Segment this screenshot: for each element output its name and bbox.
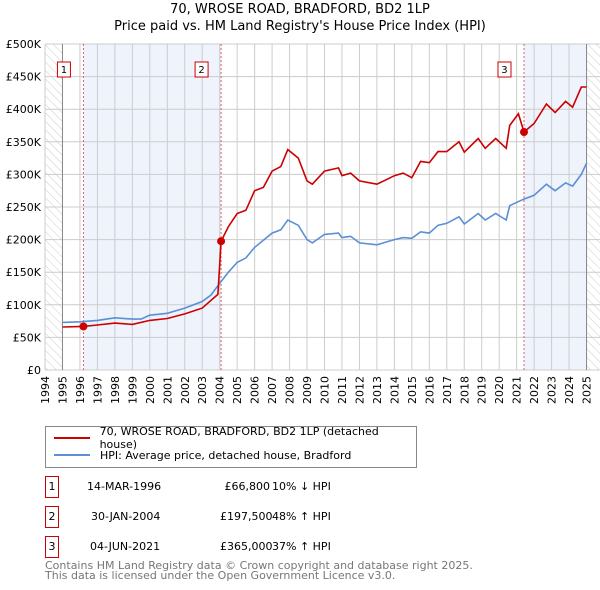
x-tick-label: 2020 — [493, 376, 506, 404]
sale-marker-box — [56, 61, 71, 78]
legend-item-property: 70, WROSE ROAD, BRADFORD, BD2 1LP (detac… — [54, 425, 416, 451]
x-tick-label: 2025 — [581, 376, 594, 404]
series-line-hpi — [62, 162, 588, 324]
x-tick-label: 2024 — [563, 376, 576, 404]
legend: 70, WROSE ROAD, BRADFORD, BD2 1LP (detac… — [45, 425, 417, 468]
x-tick-label: 2011 — [336, 376, 349, 404]
y-tick-label: £100K — [6, 299, 42, 312]
sale-point — [217, 237, 226, 246]
footer-line-2: This data is licensed under the Open Gov… — [45, 569, 396, 582]
y-tick-label: £200K — [6, 234, 42, 247]
y-tick-label: £300K — [6, 168, 42, 181]
x-tick-label: 1994 — [39, 376, 52, 404]
legend-label-hpi: HPI: Average price, detached house, Brad… — [100, 448, 352, 462]
x-tick-label: 2008 — [284, 376, 297, 404]
x-tick-label: 2010 — [319, 376, 332, 404]
sale-marker-label: 2 — [198, 65, 204, 76]
sale-date: 04-JUN-2021 — [90, 540, 161, 553]
sale-marker-box — [194, 61, 209, 78]
x-tick-label: 2002 — [179, 376, 192, 404]
y-tick-label: £50K — [13, 331, 42, 344]
x-tick-label: 2006 — [249, 376, 262, 404]
x-tick-label: 2007 — [266, 376, 279, 404]
legend-item-hpi: HPI: Average price, detached house, Brad… — [54, 447, 351, 463]
legend-swatch-property — [54, 437, 90, 439]
x-tick-label: 1995 — [56, 376, 69, 404]
chart-subtitle: Price paid vs. HM Land Registry's House … — [114, 19, 486, 34]
y-tick-label: £250K — [6, 201, 42, 214]
y-tick-label: £0 — [27, 364, 41, 377]
x-tick-label: 2022 — [528, 376, 541, 404]
x-tick-label: 2000 — [144, 376, 157, 404]
sale-hpi-diff: 37% ↑ HPI — [272, 540, 331, 553]
x-tick-label: 2015 — [406, 376, 419, 404]
x-tick-label: 2023 — [546, 376, 559, 404]
y-tick-label: £450K — [6, 71, 42, 84]
x-tick-label: 2003 — [196, 376, 209, 404]
x-tick-label: 2012 — [353, 376, 366, 404]
x-tick-label: 2004 — [214, 376, 227, 404]
price-chart: 1994 1995 1996 1997 1998 1999 2000 2001 2002 2003… — [6, 38, 600, 404]
sale-point — [79, 322, 88, 331]
sale-date: 14-MAR-1996 — [87, 480, 162, 493]
sale-row: 2 30-JAN-2004 £197,500 48% ↑ HPI — [45, 506, 445, 528]
series-line-property — [62, 86, 587, 328]
sale-date: 30-JAN-2004 — [91, 510, 161, 523]
y-tick-label: £150K — [6, 266, 42, 279]
sale-row: 1 14-MAR-1996 £66,800 10% ↓ HPI — [45, 476, 445, 498]
sale-marker-label: 1 — [45, 476, 59, 498]
x-tick-label: 2026 — [598, 376, 600, 404]
footer-line-1: Contains HM Land Registry data © Crown c… — [45, 559, 473, 572]
x-tick-label: 1996 — [74, 376, 87, 404]
y-tick-label: £350K — [6, 136, 42, 149]
x-tick-label: 1997 — [91, 376, 104, 404]
legend-label-property: 70, WROSE ROAD, BRADFORD, BD2 1LP (detac… — [99, 425, 379, 451]
sale-point — [519, 128, 528, 137]
x-tick-label: 2017 — [441, 376, 454, 404]
sale-hpi-diff: 10% ↓ HPI — [272, 480, 331, 493]
sale-row: 3 04-JUN-2021 £365,000 37% ↑ HPI — [45, 536, 445, 558]
sale-marker-label: 2 — [45, 506, 59, 528]
sale-marker-box — [497, 61, 512, 78]
sale-marker-label: 1 — [61, 65, 67, 76]
x-tick-label: 2018 — [458, 376, 471, 404]
x-tick-label: 2016 — [423, 376, 436, 404]
chart-title: 70, WROSE ROAD, BRADFORD, BD2 1LP — [170, 2, 430, 17]
x-tick-label: 1999 — [126, 376, 139, 404]
footer: Contains HM Land Registry data © Crown c… — [45, 559, 473, 582]
x-tick-label: 2021 — [511, 376, 524, 404]
x-tick-label: 2014 — [388, 376, 401, 404]
x-tick-label: 2013 — [371, 376, 384, 404]
x-tick-label: 2001 — [161, 376, 174, 404]
x-tick-label: 2005 — [231, 376, 244, 404]
sale-hpi-diff: 48% ↑ HPI — [272, 510, 331, 523]
x-tick-label: 2009 — [301, 376, 314, 404]
legend-swatch-hpi — [54, 454, 90, 456]
sale-price: £66,800 — [224, 480, 271, 493]
sale-marker-label: 3 — [45, 536, 59, 558]
x-tick-label: 1998 — [109, 376, 122, 404]
y-tick-label: £500K — [6, 38, 42, 51]
y-tick-label: £400K — [6, 103, 42, 116]
sale-price: £197,500 — [220, 510, 273, 523]
x-tick-label: 2019 — [476, 376, 489, 404]
sale-marker-label: 3 — [501, 65, 507, 76]
sale-price: £365,000 — [220, 540, 273, 553]
